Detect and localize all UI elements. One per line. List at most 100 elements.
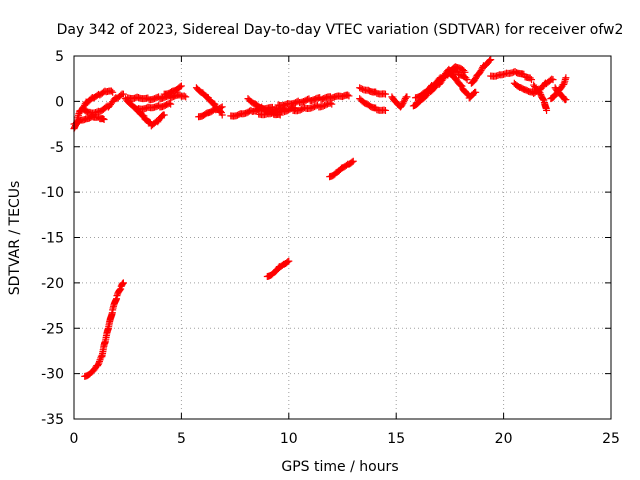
series-arc-27: [530, 81, 551, 114]
data-point: [218, 103, 226, 111]
series-arc-29: [551, 84, 570, 104]
series-arc-18: [356, 84, 389, 98]
data-point: [167, 100, 175, 108]
y-tick-label: -20: [41, 276, 64, 292]
data-point: [549, 76, 557, 84]
data-point: [477, 67, 485, 75]
data-point: [328, 100, 336, 108]
data-point: [486, 56, 494, 64]
series-arc-20: [388, 93, 411, 111]
data-point: [487, 56, 495, 64]
data-point: [349, 157, 357, 165]
data-point: [457, 82, 465, 90]
data-point: [401, 95, 409, 103]
series-arc-16: [289, 99, 336, 115]
data-point: [285, 257, 293, 265]
series-arc-04: [81, 279, 127, 380]
y-tick-label: -30: [41, 367, 64, 383]
data-point: [284, 258, 292, 266]
series-arc-13: [255, 104, 299, 119]
data-point: [177, 82, 185, 90]
data-point: [463, 89, 471, 97]
series-arc-19: [356, 95, 389, 114]
x-tick-label: 20: [495, 431, 513, 447]
data-point: [180, 92, 188, 100]
chart-title: Day 342 of 2023, Sidereal Day-to-day VTE…: [57, 22, 624, 38]
x-axis-label: GPS time / hours: [281, 459, 398, 475]
series-arc-17: [326, 157, 357, 181]
series-arc-14: [263, 257, 293, 281]
data-point: [115, 287, 123, 295]
data-point: [562, 96, 570, 104]
data-point: [217, 104, 225, 112]
y-axis-label: SDTVAR / TECUs: [7, 181, 23, 296]
data-point: [463, 76, 471, 84]
data-point: [560, 95, 568, 103]
x-tick-label: 5: [177, 431, 186, 447]
grid-lines: [74, 56, 611, 419]
data-point: [176, 83, 184, 91]
data-point: [526, 74, 534, 82]
series-arc-24: [467, 56, 495, 87]
series-arc-02: [70, 113, 108, 128]
series-arc-03: [79, 90, 127, 117]
data-point: [109, 88, 117, 96]
series-arc-28: [547, 74, 570, 103]
series-arc-22: [412, 65, 471, 102]
data-point: [113, 292, 121, 300]
data-point: [400, 98, 408, 106]
y-tick-label: -15: [41, 231, 64, 247]
data-point: [381, 106, 389, 114]
data-point: [536, 89, 544, 97]
data-point: [539, 95, 547, 103]
x-tick-label: 15: [387, 431, 405, 447]
series-arc-10: [195, 103, 226, 121]
data-point: [403, 93, 411, 101]
data-point: [100, 116, 108, 124]
data-point: [119, 279, 127, 287]
series-arc-23: [446, 68, 480, 102]
data-point: [94, 360, 102, 368]
data-point: [218, 111, 226, 119]
data-point: [398, 101, 406, 109]
data-point: [344, 91, 352, 99]
data-series: [70, 56, 570, 380]
data-point: [95, 359, 103, 367]
y-tick-label: -10: [41, 185, 64, 201]
data-point: [107, 87, 115, 95]
data-point: [456, 81, 464, 89]
data-point: [119, 90, 127, 98]
data-point: [471, 75, 479, 83]
series-arc-07: [134, 99, 175, 113]
data-point: [528, 76, 536, 84]
y-tick-label: -5: [50, 140, 64, 156]
data-point: [345, 92, 353, 100]
data-point: [562, 74, 570, 82]
data-point: [348, 158, 356, 166]
data-point: [165, 99, 173, 107]
data-point: [326, 99, 334, 107]
y-tick-label: -25: [41, 321, 64, 337]
x-tick-label: 0: [70, 431, 79, 447]
y-tick-label: 0: [55, 94, 64, 110]
y-tick-label: -35: [41, 412, 64, 428]
data-point: [95, 357, 103, 365]
data-point: [543, 106, 551, 114]
axis-ticks: 0 5 10 15 20 25 5 0 -5 -10 -15 -20 -25 -30 -35: [41, 49, 620, 447]
data-point: [399, 99, 407, 107]
x-tick-label: 10: [280, 431, 298, 447]
data-point: [99, 115, 107, 123]
data-point: [182, 93, 190, 101]
series-arc-08: [160, 82, 185, 98]
series-arc-15: [274, 91, 353, 109]
data-point: [116, 286, 124, 294]
x-tick-label: 25: [602, 431, 620, 447]
data-point: [160, 111, 168, 119]
series-arc-25: [487, 67, 536, 84]
y-tick-label: 5: [55, 49, 64, 65]
data-point: [381, 90, 389, 98]
data-point: [539, 94, 547, 102]
data-point: [472, 88, 480, 96]
